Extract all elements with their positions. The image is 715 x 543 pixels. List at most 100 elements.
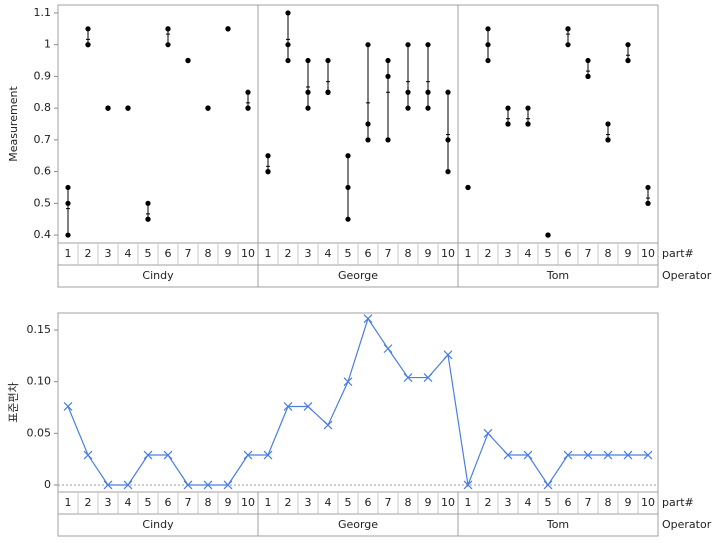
std-dev-marker: [403, 373, 413, 382]
part-label: 2: [85, 496, 92, 509]
y-tick-label: 0.15: [27, 323, 52, 336]
part-label: 6: [165, 496, 172, 509]
measurement-point: [585, 73, 591, 79]
part-label: 8: [405, 247, 412, 260]
y-tick-label: 0.6: [34, 165, 52, 178]
std-dev-marker: [83, 450, 93, 460]
part-label: 8: [605, 247, 612, 260]
part-label: 4: [525, 247, 532, 260]
part-label: 5: [545, 247, 552, 260]
measurement-point: [305, 57, 311, 64]
std-dev-marker: [163, 450, 173, 460]
part-label: 6: [165, 247, 172, 260]
measurement-point: [65, 232, 71, 238]
measurement-point: [265, 169, 271, 175]
x-axis-title: Operator: [662, 518, 712, 531]
part-label: 8: [205, 247, 212, 260]
part-label: 3: [505, 247, 512, 260]
part-label: 6: [565, 247, 572, 260]
measurement-point: [465, 184, 471, 191]
part-label: 4: [325, 496, 332, 509]
std-dev-marker: [203, 480, 213, 490]
std-dev-marker: [183, 480, 193, 490]
measurement-point: [525, 121, 531, 127]
part-label: 7: [585, 247, 592, 260]
part-label: 10: [241, 496, 255, 509]
part-label: 4: [125, 247, 132, 260]
part-label: 5: [545, 496, 552, 509]
part-label: 6: [365, 247, 372, 260]
std-dev-marker: [243, 450, 253, 460]
measurement-point: [585, 57, 591, 64]
measurement-point: [285, 10, 291, 16]
measurement-point: [625, 42, 631, 48]
y-tick-label: 0: [44, 478, 51, 491]
part-label: 8: [205, 496, 212, 509]
measurement-point: [165, 26, 171, 32]
measurement-point: [445, 137, 451, 143]
y-tick-label: 1.1: [34, 6, 52, 19]
measurement-point: [645, 184, 651, 191]
measurement-point: [365, 121, 371, 127]
std-dev-marker: [443, 350, 453, 360]
part-label: 10: [641, 496, 655, 509]
y-axis-title: 표준편차: [7, 382, 20, 422]
y-tick-label: 1: [44, 38, 51, 51]
part-label: 9: [625, 496, 632, 509]
std-dev-marker: [323, 420, 333, 430]
y-tick-label: 0.7: [34, 133, 52, 146]
part-label: 2: [485, 247, 492, 260]
std-dev-marker: [523, 450, 533, 460]
std-dev-marker: [103, 480, 113, 490]
part-label: 4: [125, 496, 132, 509]
std-dev-marker: [543, 480, 553, 490]
y-tick-label: 0.5: [34, 196, 52, 209]
std-dev-marker: [423, 373, 433, 382]
measurement-point: [605, 137, 611, 143]
y-tick-label: 0.10: [27, 375, 52, 388]
part-label: 5: [345, 247, 352, 260]
measurement-point: [325, 89, 331, 95]
operator-label: George: [338, 269, 378, 282]
part-label: 7: [185, 247, 192, 260]
part-label: 9: [225, 496, 232, 509]
measurement-point: [285, 57, 291, 64]
part-label: 9: [425, 496, 432, 509]
part-label: 1: [465, 247, 472, 260]
std-dev-marker: [63, 402, 73, 411]
measurement-point: [105, 105, 111, 111]
part-label: 2: [285, 496, 292, 509]
part-label: 10: [441, 496, 455, 509]
part-label: 5: [145, 247, 152, 260]
operator-label: Cindy: [142, 518, 174, 531]
part-label: 7: [585, 496, 592, 509]
part-label: 7: [185, 496, 192, 509]
measurement-point: [505, 105, 511, 111]
part-label: 2: [285, 247, 292, 260]
part-label: 1: [265, 247, 272, 260]
part-label: 2: [85, 247, 92, 260]
part-label: 6: [365, 496, 372, 509]
measurement-point: [645, 200, 651, 206]
part-label: 2: [485, 496, 492, 509]
measurement-point: [245, 89, 251, 95]
measurement-point: [345, 184, 351, 191]
measurement-point: [285, 42, 291, 48]
measurement-point: [365, 42, 371, 48]
std-dev-marker: [603, 450, 613, 460]
std-dev-marker: [383, 344, 393, 354]
std-dev-marker: [363, 314, 373, 324]
std-dev-marker: [283, 402, 293, 411]
std-dev-marker: [143, 450, 153, 460]
part-label: 4: [325, 247, 332, 260]
part-label: 3: [505, 496, 512, 509]
measurement-point: [205, 105, 211, 111]
measurement-point: [565, 26, 571, 32]
y-tick-label: 0.9: [34, 69, 52, 82]
measurement-point: [125, 105, 131, 111]
std-dev-marker: [583, 450, 593, 460]
x-axis-title: part#: [662, 247, 694, 260]
measurement-point: [345, 216, 351, 222]
